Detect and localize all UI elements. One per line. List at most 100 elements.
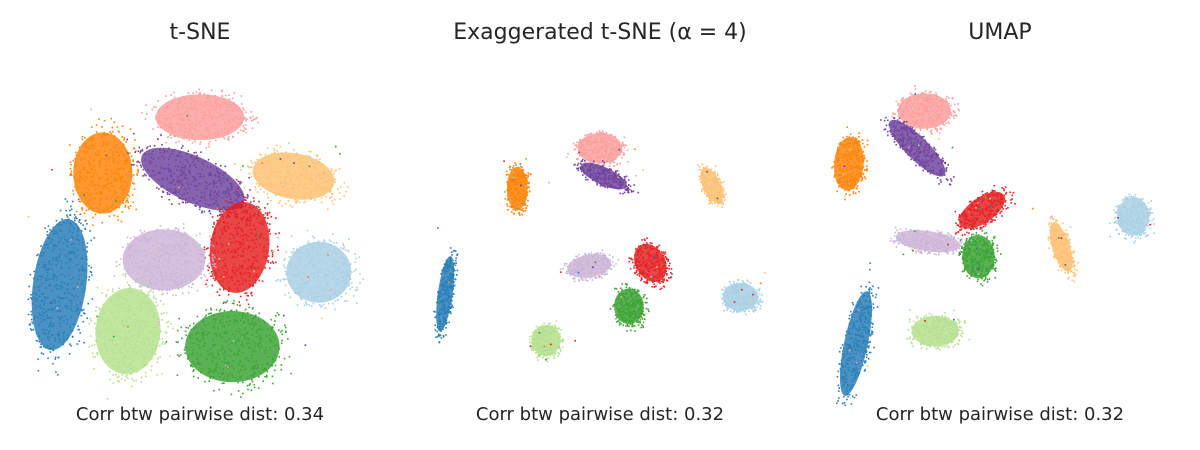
data-point — [202, 268, 204, 270]
data-point — [92, 224, 94, 226]
data-point — [85, 203, 88, 206]
data-point — [268, 211, 271, 214]
data-point — [257, 167, 260, 169]
data-point — [132, 182, 134, 184]
data-point — [244, 196, 247, 199]
data-point — [120, 258, 122, 260]
data-point — [192, 176, 194, 178]
data-point — [215, 200, 218, 203]
data-point — [246, 118, 248, 120]
data-point — [308, 165, 311, 168]
data-point — [592, 166, 594, 168]
data-point — [169, 123, 171, 125]
data-point — [200, 103, 203, 106]
data-point — [594, 155, 597, 157]
data-point — [38, 312, 40, 315]
data-point — [51, 257, 54, 260]
data-point — [319, 248, 322, 250]
data-point — [328, 289, 330, 292]
data-point — [93, 165, 96, 167]
data-point — [320, 172, 323, 175]
data-point — [206, 278, 209, 281]
data-point — [185, 243, 187, 245]
data-point — [260, 337, 263, 340]
data-point — [176, 374, 179, 376]
data-point — [173, 91, 175, 94]
data-point — [283, 259, 285, 261]
data-point — [194, 269, 197, 271]
data-point — [245, 221, 248, 224]
data-point — [238, 264, 241, 267]
data-point — [223, 180, 225, 183]
data-point — [146, 147, 148, 150]
data-point — [324, 288, 326, 291]
data-point — [129, 237, 132, 240]
data-point — [107, 208, 109, 210]
data-point — [142, 250, 144, 252]
data-point — [332, 203, 335, 205]
data-point — [199, 232, 201, 235]
data-point — [87, 199, 89, 202]
data-point — [619, 192, 621, 195]
data-point — [270, 171, 273, 174]
data-point — [273, 152, 276, 154]
data-point — [126, 270, 128, 272]
data-point — [284, 191, 287, 193]
data-point — [605, 141, 608, 143]
data-point — [525, 178, 527, 181]
data-point — [210, 137, 212, 139]
data-point — [318, 174, 321, 176]
data-point — [135, 281, 137, 283]
data-point — [51, 250, 54, 252]
data-point — [203, 338, 205, 340]
data-point — [106, 205, 108, 208]
data-point — [213, 179, 215, 182]
data-point — [125, 375, 128, 378]
data-point — [250, 207, 252, 210]
data-point — [97, 184, 99, 187]
data-point — [206, 333, 208, 336]
data-point — [145, 275, 147, 277]
data-point — [142, 280, 144, 282]
data-point — [128, 195, 131, 198]
data-point — [203, 246, 206, 248]
data-point — [90, 193, 93, 196]
data-point — [158, 188, 160, 190]
data-point — [171, 101, 174, 104]
data-point — [603, 176, 606, 179]
data-point — [603, 180, 605, 182]
data-point — [211, 254, 214, 257]
data-point — [190, 126, 193, 128]
data-point — [230, 350, 233, 352]
data-point — [57, 236, 60, 239]
data-point — [104, 339, 106, 341]
data-point — [268, 230, 270, 232]
data-point — [119, 187, 121, 189]
data-point — [580, 152, 582, 155]
data-point — [610, 147, 613, 150]
data-point — [316, 158, 318, 161]
data-point — [137, 330, 140, 333]
data-point — [257, 364, 259, 366]
data-point — [191, 154, 193, 157]
data-point — [186, 233, 189, 235]
data-point — [183, 134, 186, 137]
data-point — [223, 265, 226, 267]
data-point — [626, 189, 629, 191]
data-point — [95, 124, 98, 126]
data-point — [148, 339, 151, 341]
data-point — [72, 237, 75, 239]
data-point — [184, 251, 186, 253]
data-point — [265, 257, 267, 259]
data-point — [46, 314, 48, 317]
data-point — [203, 331, 205, 333]
data-point — [123, 319, 126, 322]
data-point — [326, 274, 328, 277]
data-point — [93, 159, 95, 162]
data-point — [284, 278, 287, 280]
data-point — [186, 153, 188, 155]
data-point — [515, 184, 517, 187]
data-point — [304, 200, 307, 203]
data-point — [317, 285, 320, 288]
data-point — [269, 346, 272, 349]
